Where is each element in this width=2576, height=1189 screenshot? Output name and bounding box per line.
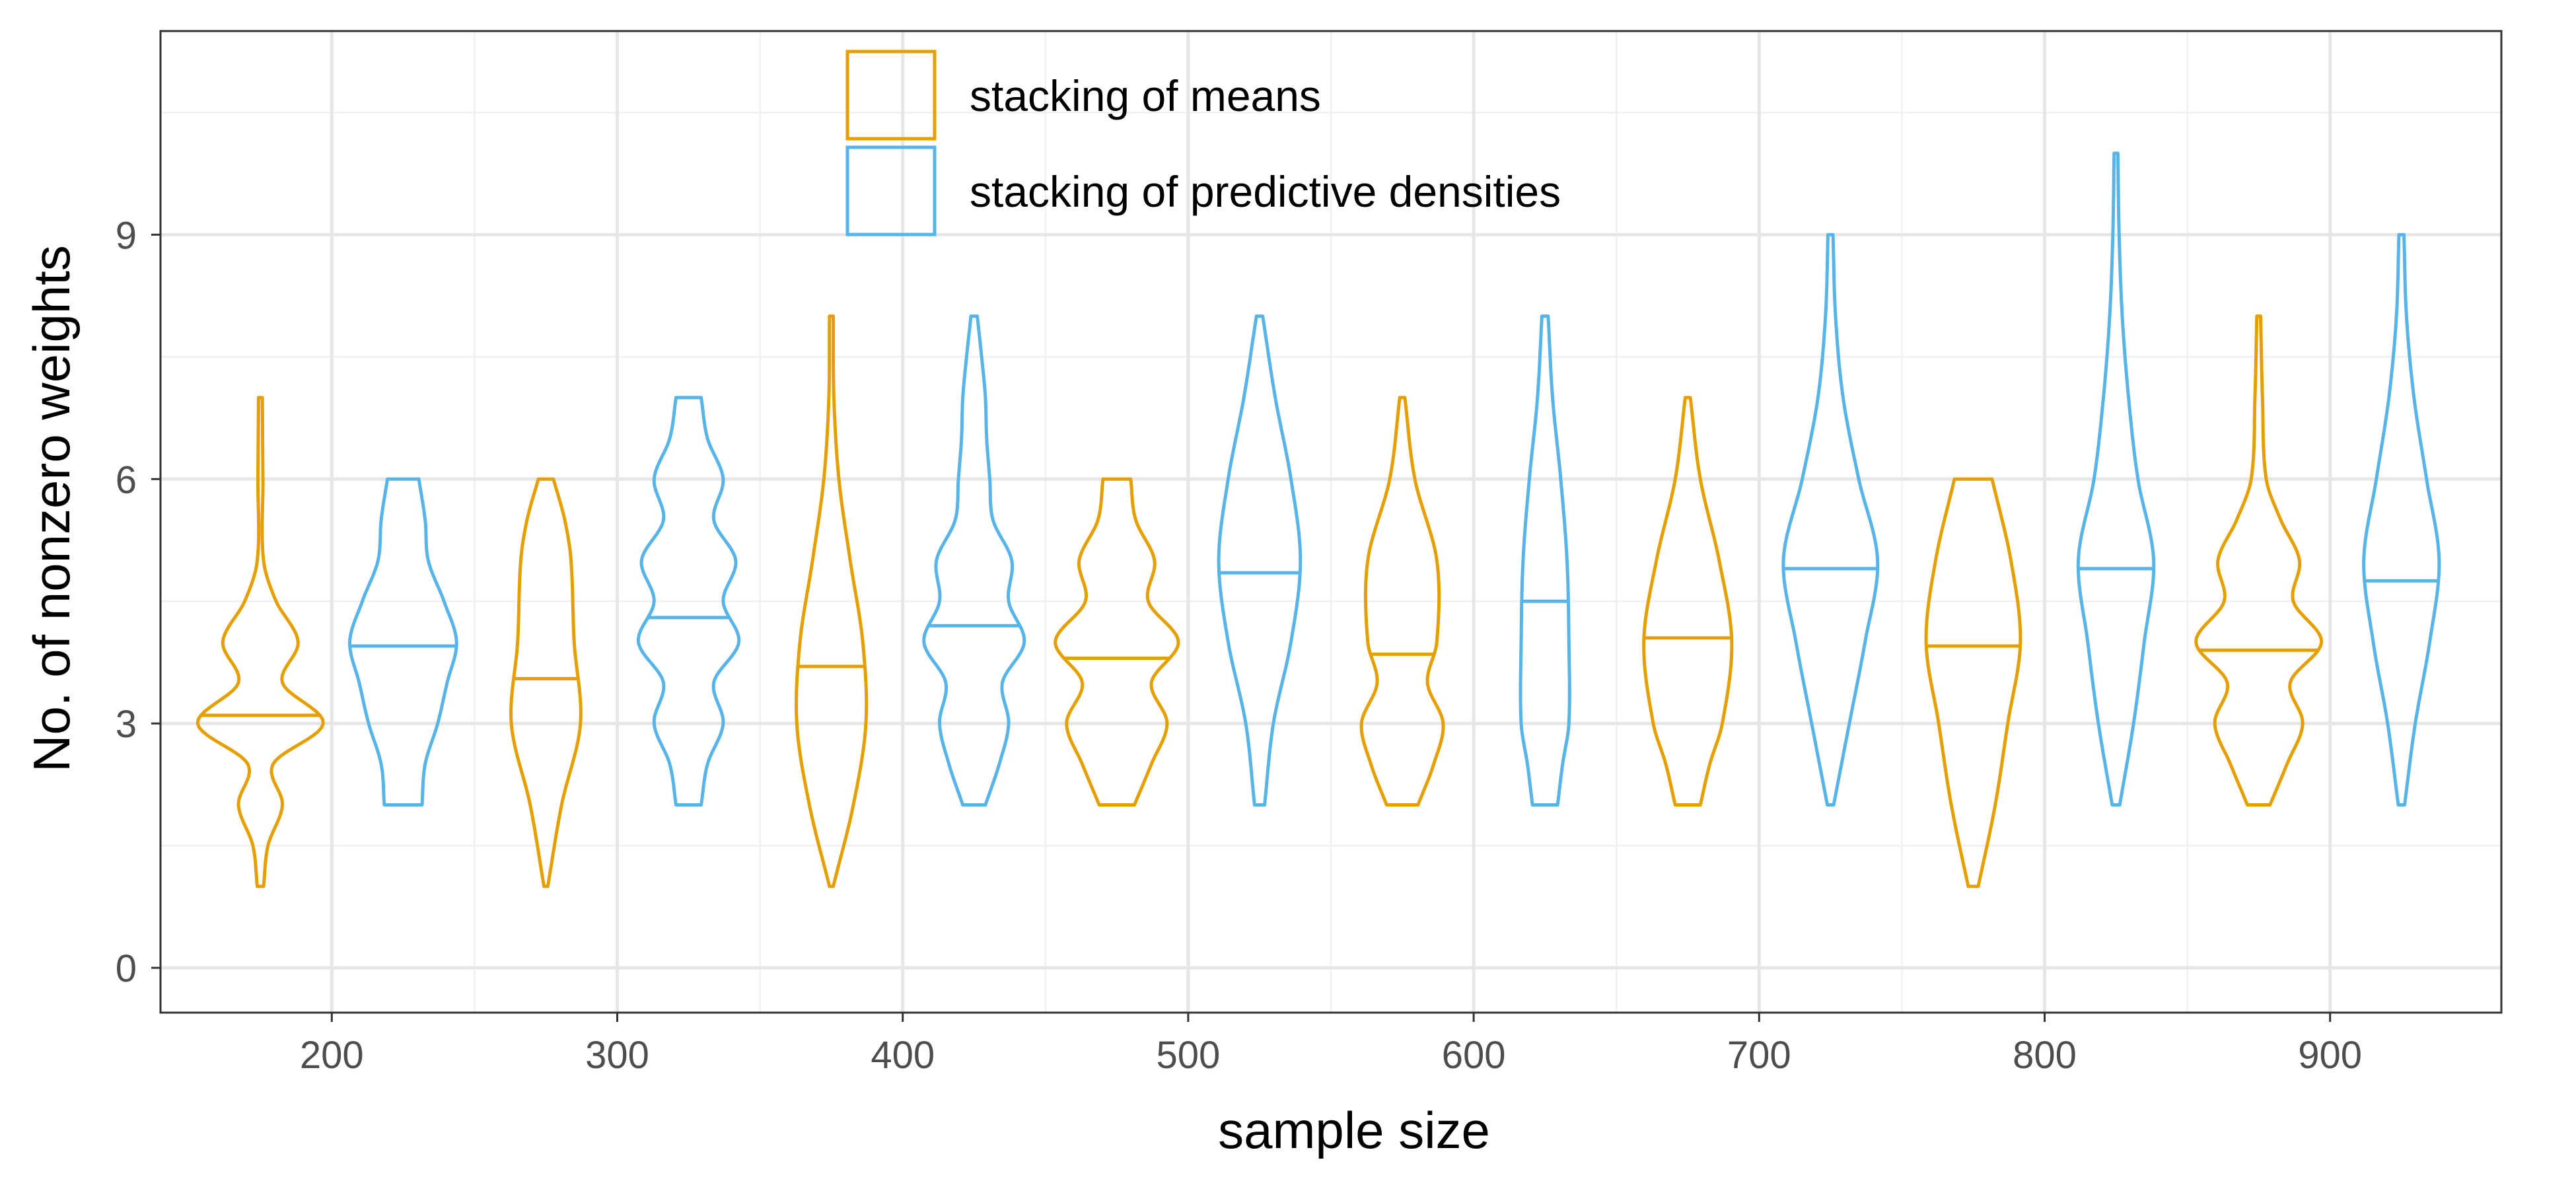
grid-lines: [161, 31, 2501, 1013]
series-1-violins: [348, 151, 2441, 807]
violin-400-series-0: [795, 314, 869, 888]
violin-200-series-0: [196, 396, 325, 888]
violin-200-series-1: [348, 477, 458, 807]
violin-600-series-1: [1519, 314, 1571, 807]
violin-400-series-1: [922, 314, 1026, 807]
violin-900-series-0: [2194, 314, 2324, 807]
violin-700-series-1: [1781, 233, 1880, 807]
x-tick-label: 700: [1727, 1034, 1791, 1077]
legend-key-stacking-of-predictive-densities: [845, 145, 937, 236]
violin-900-series-1: [2362, 233, 2441, 807]
violin-800-series-1: [2076, 151, 2156, 807]
legend-key-stacking-of-means: [845, 50, 937, 141]
plot-panel-border: [159, 30, 2503, 1014]
y-tick-label: 6: [116, 458, 137, 501]
legend-label-stacking-of-means: stacking of means: [970, 71, 1321, 120]
x-tick-label: 500: [1157, 1034, 1221, 1077]
x-tick-label: 800: [2013, 1034, 2077, 1077]
y-tick-label: 9: [116, 214, 137, 257]
y-tick-label: 3: [116, 703, 137, 746]
violin-500-series-0: [1054, 477, 1180, 807]
x-tick-label: 300: [585, 1034, 649, 1077]
series-0-violins: [196, 314, 2324, 888]
violin-300-series-0: [509, 477, 583, 888]
violin-700-series-0: [1642, 396, 1734, 807]
violin-500-series-1: [1217, 314, 1303, 807]
violin-300-series-1: [636, 396, 741, 807]
violins: [196, 151, 2441, 888]
y-axis-title: No. of nonzero weights: [22, 245, 81, 772]
legend-label-stacking-of-predictive-densities: stacking of predictive densities: [970, 167, 1561, 216]
x-tick-label: 600: [1442, 1034, 1506, 1077]
violin-800-series-0: [1924, 477, 2022, 888]
x-tick-label: 200: [300, 1034, 364, 1077]
x-tick-label: 900: [2298, 1034, 2362, 1077]
violin-600-series-0: [1359, 396, 1445, 807]
x-tick-label: 400: [871, 1034, 935, 1077]
legend: stacking of means stacking of predictive…: [845, 50, 1561, 236]
x-axis-title: sample size: [1218, 1101, 1490, 1159]
y-tick-label: 0: [116, 947, 137, 990]
axes: 200 300 400 500 600 700 800 900 0 3 6 9: [116, 214, 2362, 1077]
